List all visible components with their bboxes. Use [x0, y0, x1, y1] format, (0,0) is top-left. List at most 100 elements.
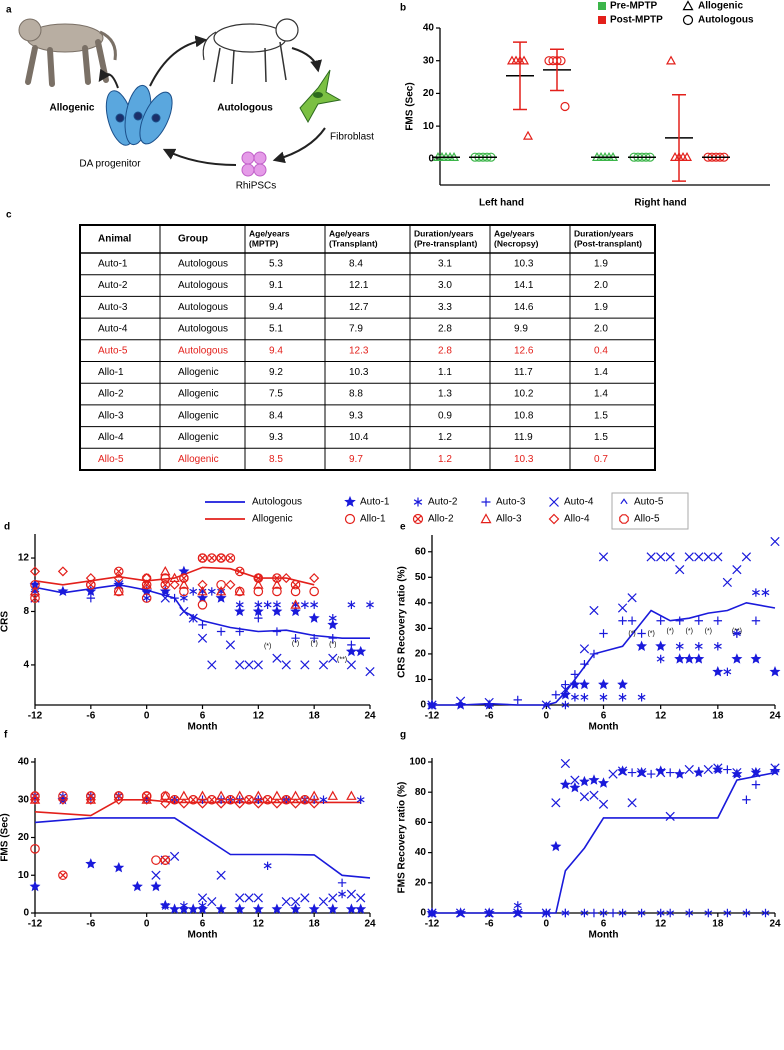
point	[178, 790, 190, 800]
point	[141, 579, 152, 589]
point	[300, 660, 310, 670]
point	[428, 909, 436, 916]
point	[113, 861, 125, 873]
panel-letter: f	[4, 730, 8, 741]
y-axis-label: FMS Recovery ratio (%)	[397, 782, 408, 894]
point	[151, 870, 161, 880]
point	[550, 840, 562, 852]
point	[541, 700, 551, 710]
point	[732, 629, 742, 638]
x-tick-label: 18	[712, 711, 724, 722]
point	[731, 768, 743, 779]
point	[617, 603, 628, 613]
point	[309, 573, 320, 584]
annotation: (*)	[292, 640, 299, 647]
point	[580, 908, 589, 918]
point	[674, 768, 686, 779]
table-cell: 3.1	[438, 258, 452, 269]
point	[588, 774, 600, 785]
table-cell: 0.4	[594, 345, 608, 356]
point	[215, 586, 227, 596]
point	[309, 634, 319, 643]
y-tick-label: 40	[415, 847, 427, 858]
y-tick-label: 80	[415, 787, 427, 798]
point	[751, 616, 761, 625]
x-tick-label: 0	[144, 711, 150, 722]
point	[455, 696, 466, 706]
y-tick-label: 20	[415, 877, 427, 888]
table-cell: 5.3	[269, 258, 283, 269]
table-cell: 1.3	[438, 389, 452, 400]
point	[742, 908, 751, 918]
point	[271, 903, 283, 914]
x-tick-label: 18	[712, 919, 724, 930]
table-cell: Allo-4	[98, 432, 124, 443]
x-category-label: Left hand	[479, 198, 524, 209]
x-axis-label: Month	[589, 930, 619, 941]
point	[281, 897, 291, 907]
y-tick-label: 40	[423, 23, 435, 34]
table-cell: Allogenic	[178, 454, 219, 465]
point	[561, 908, 570, 918]
point	[234, 605, 246, 617]
y-tick-label: 30	[18, 794, 30, 805]
x-tick-label: 24	[364, 919, 376, 930]
table-cell: Auto-2	[98, 280, 128, 291]
table-cell: 14.6	[514, 302, 534, 313]
y-tick-label: 0	[420, 700, 426, 711]
y-tick-label: 20	[423, 88, 435, 99]
table-cell: 7.9	[349, 324, 363, 335]
point	[30, 579, 40, 590]
point	[328, 653, 338, 663]
point	[770, 763, 780, 773]
point	[618, 908, 627, 918]
point	[300, 600, 309, 609]
annotation: (**)	[337, 656, 347, 663]
y-axis-label: FMS (Sec)	[405, 82, 416, 130]
point	[569, 781, 581, 793]
annotation: (**)	[732, 628, 742, 635]
point	[216, 870, 226, 880]
point	[598, 777, 609, 788]
table-cell: Auto-4	[98, 324, 128, 335]
legend-label: Allo-2	[428, 514, 454, 525]
point	[290, 605, 301, 617]
point	[712, 763, 724, 775]
point	[674, 653, 686, 664]
point	[225, 579, 236, 590]
point	[338, 889, 346, 899]
y-tick-label: 12	[18, 553, 30, 564]
point	[30, 844, 40, 854]
x-tick-label: -6	[86, 919, 95, 930]
point	[271, 798, 282, 809]
table-cell: 1.2	[438, 432, 452, 443]
point	[252, 605, 264, 617]
point	[253, 660, 263, 670]
point	[637, 693, 646, 702]
table-cell: 12.7	[349, 302, 369, 313]
point	[570, 670, 580, 679]
series-line	[34, 817, 371, 879]
point	[365, 666, 375, 677]
point	[617, 678, 628, 690]
point	[770, 536, 780, 547]
point	[328, 614, 337, 623]
legend-marker	[619, 514, 629, 524]
point	[483, 699, 495, 710]
point	[235, 660, 245, 670]
point	[513, 908, 523, 918]
point	[235, 893, 245, 903]
table-cell: 9.9	[514, 324, 528, 335]
point	[216, 553, 226, 563]
point	[366, 600, 374, 609]
y-tick-label: 100	[409, 757, 426, 768]
point	[723, 765, 732, 774]
table-cell: 0.9	[438, 410, 452, 421]
y-tick-label: 0	[23, 908, 29, 919]
point	[271, 605, 283, 617]
point	[271, 790, 283, 800]
table-cell: 1.1	[438, 367, 452, 378]
point	[281, 573, 292, 584]
y-tick-label: 30	[423, 55, 435, 66]
point	[58, 791, 68, 801]
